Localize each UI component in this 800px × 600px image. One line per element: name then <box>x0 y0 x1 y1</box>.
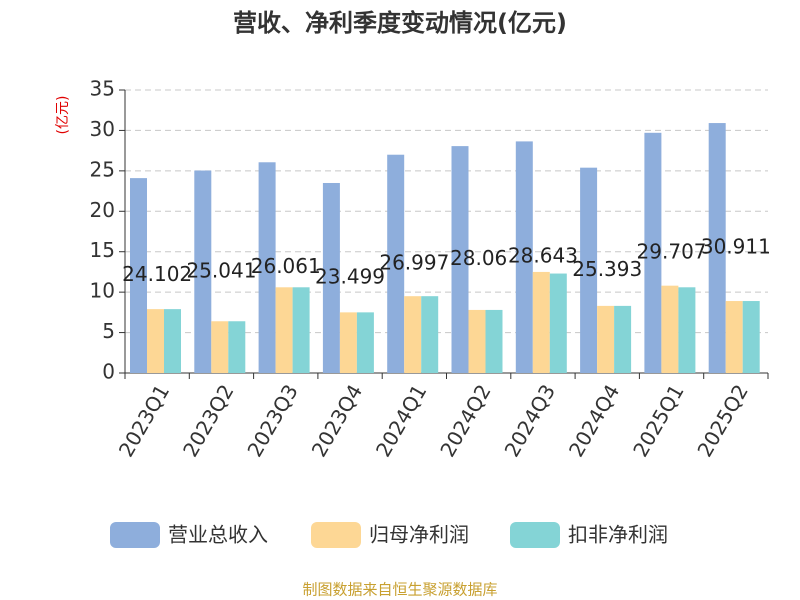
x-tick-label: 2023Q1 <box>114 380 174 461</box>
bar <box>678 287 696 373</box>
x-tick-label: 2025Q2 <box>692 380 752 461</box>
y-tick-label: 10 <box>90 279 115 303</box>
x-tick-label: 2023Q3 <box>242 380 302 461</box>
y-tick-label: 30 <box>90 117 115 141</box>
bar <box>532 271 550 373</box>
bar <box>725 301 743 373</box>
bar <box>322 182 340 373</box>
x-tick-label: 2023Q4 <box>307 380 367 461</box>
data-label: 25.393 <box>572 257 642 281</box>
y-tick-label: 5 <box>102 319 115 343</box>
bar <box>549 273 567 373</box>
bar <box>356 312 374 373</box>
bar <box>275 287 293 373</box>
data-label: 26.997 <box>379 250 449 274</box>
legend-swatch <box>311 522 361 548</box>
bar <box>661 285 679 373</box>
data-label: 29.707 <box>637 239 707 263</box>
data-label: 24.102 <box>122 262 192 286</box>
legend-label: 营业总收入 <box>168 523 268 547</box>
y-tick-label: 35 <box>90 77 115 101</box>
legend-swatch <box>510 522 560 548</box>
legend-label: 扣非净利润 <box>568 523 668 547</box>
data-label: 25.041 <box>186 258 256 282</box>
bar <box>614 305 632 373</box>
x-tick-label: 2025Q1 <box>628 380 688 461</box>
data-label: 23.499 <box>315 264 385 288</box>
bar <box>742 301 760 373</box>
bar <box>194 170 212 373</box>
chart-title: 营收、净利季度变动情况(亿元) <box>233 9 567 37</box>
bar <box>130 178 147 373</box>
bar <box>228 321 246 373</box>
bar <box>404 296 422 373</box>
y-tick-label: 20 <box>90 198 115 222</box>
bar <box>258 162 276 373</box>
source-note: 制图数据来自恒生聚源数据库 <box>302 581 497 599</box>
bar <box>451 146 469 373</box>
bar <box>515 141 533 373</box>
y-tick-label: 0 <box>102 360 115 384</box>
bar <box>421 296 439 373</box>
bar <box>387 154 405 373</box>
data-label: 28.06 <box>450 246 507 270</box>
y-tick-label: 15 <box>90 238 115 262</box>
bar <box>339 312 357 373</box>
bar <box>580 167 598 373</box>
legend-label: 归母净利润 <box>369 523 469 547</box>
x-tick-label: 2024Q1 <box>371 380 431 461</box>
legend-swatch <box>110 522 160 548</box>
bar <box>597 305 615 373</box>
bar <box>485 309 503 373</box>
x-tick-label: 2023Q2 <box>178 380 238 461</box>
x-tick-label: 2024Q4 <box>564 380 624 461</box>
bar <box>468 309 486 373</box>
data-label: 30.911 <box>701 235 771 259</box>
data-label: 28.643 <box>508 244 578 268</box>
x-tick-label: 2024Q3 <box>500 380 560 461</box>
bar <box>292 287 310 373</box>
y-axis-label: (亿元) <box>55 96 71 135</box>
x-tick-label: 2024Q2 <box>435 380 495 461</box>
bar <box>708 123 726 373</box>
y-tick-label: 25 <box>90 157 115 181</box>
bar <box>147 309 164 373</box>
bar <box>644 132 662 373</box>
bar <box>211 321 229 373</box>
data-label: 26.061 <box>251 254 321 278</box>
bar <box>164 309 181 373</box>
